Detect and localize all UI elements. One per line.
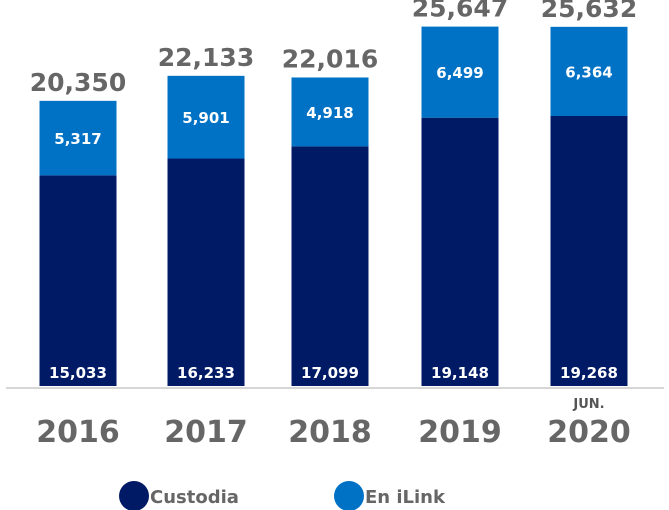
- label-custodia-2017: 16,233: [177, 364, 235, 382]
- label-ilink-2020: 6,364: [565, 63, 612, 81]
- legend-ilink-label: En iLink: [365, 487, 446, 508]
- bar-custodia-2017: [167, 158, 245, 386]
- legend-custodia-label: Custodia: [150, 487, 239, 508]
- bar-custodia-2020: [550, 116, 628, 386]
- label-custodia-2020: 19,268: [560, 364, 618, 382]
- label-custodia-2019: 19,148: [431, 364, 489, 382]
- label-total-2019: 25,647: [412, 0, 508, 23]
- label-total-2016: 20,350: [30, 68, 126, 97]
- x-tick-2020: 2020: [547, 415, 631, 450]
- label-custodia-2018: 17,099: [301, 364, 359, 382]
- x-tick-2016: 2016: [36, 415, 120, 450]
- bar-ilink-2018: [291, 77, 369, 147]
- bar-ilink-2019: [421, 26, 499, 118]
- label-ilink-2016: 5,317: [54, 130, 101, 148]
- bar-ilink-2016: [39, 100, 117, 176]
- label-custodia-2016: 15,033: [49, 364, 107, 382]
- bar-custodia-2019: [421, 117, 499, 386]
- x-tick-2019: 2019: [418, 415, 502, 450]
- legend-custodia-swatch: [119, 481, 149, 510]
- legend-ilink-swatch: [334, 481, 364, 510]
- label-total-2017: 22,133: [158, 43, 254, 72]
- label-ilink-2018: 4,918: [306, 104, 353, 122]
- label-ilink-2017: 5,901: [182, 109, 229, 127]
- label-ilink-2019: 6,499: [436, 64, 483, 82]
- bar-ilink-2020: [550, 26, 628, 116]
- bar-custodia-2016: [39, 175, 117, 386]
- label-total-2020: 25,632: [541, 0, 637, 23]
- bar-custodia-2018: [291, 146, 369, 386]
- label-total-2018: 22,016: [282, 44, 378, 73]
- x-tick-2017: 2017: [164, 415, 248, 450]
- category-note-2020: JUN.: [572, 397, 604, 412]
- x-tick-2018: 2018: [288, 415, 372, 450]
- bar-ilink-2017: [167, 75, 245, 159]
